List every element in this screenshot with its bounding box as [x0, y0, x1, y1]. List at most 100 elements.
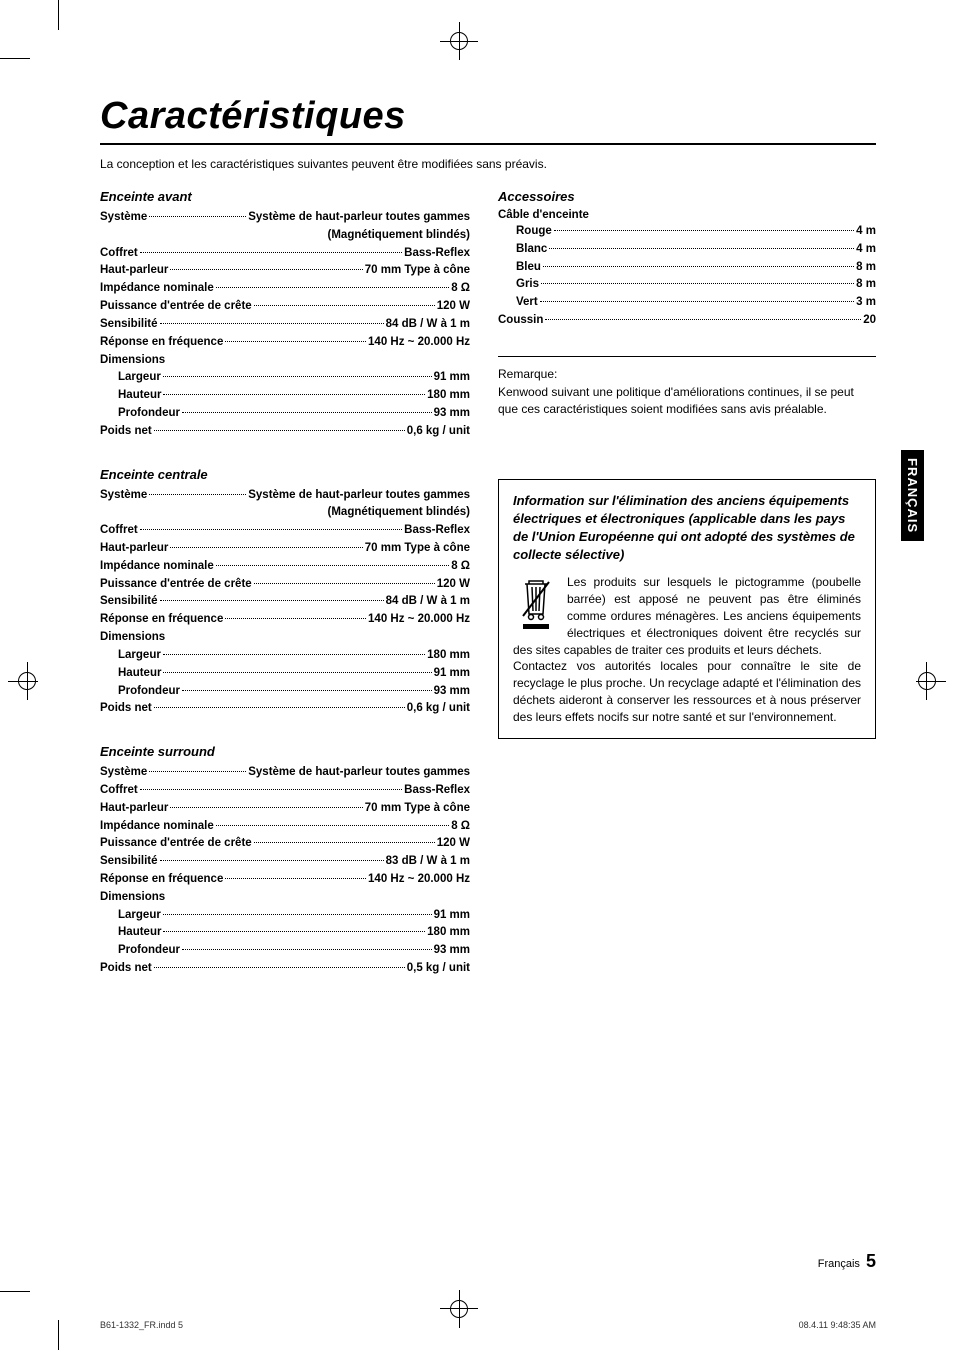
spec-label: Sensibilité	[100, 316, 158, 334]
weee-body-1: Les produits sur lesquels le pictogramme…	[513, 575, 861, 656]
spec-value: 0,6 kg / unit	[407, 423, 470, 441]
spec-dots	[254, 305, 435, 306]
spec-dots	[170, 807, 362, 808]
spec-value: 140 Hz ~ 20.000 Hz	[368, 871, 470, 889]
spec-label: Gris	[516, 276, 539, 294]
spec-header: Dimensions	[100, 352, 470, 370]
spec-label: Système	[100, 764, 147, 782]
page-title: Caractéristiques	[100, 95, 876, 138]
spec-dots	[216, 565, 449, 566]
spec-line: Largeur91 mm	[100, 369, 470, 387]
spec-value: Système de haut-parleur toutes gammes	[248, 209, 470, 227]
spec-value: 93 mm	[434, 942, 470, 960]
spec-value: 91 mm	[434, 665, 470, 683]
spec-line: (Magnétiquement blindés)	[100, 227, 470, 245]
divider	[498, 356, 876, 357]
spec-line: Système Système de haut-parleur toutes ga…	[100, 764, 470, 782]
spec-value: Bass-Reflex	[404, 245, 470, 263]
page-footer: Français 5	[818, 1251, 876, 1272]
spec-dots	[216, 287, 449, 288]
spec-list: SystèmeSystème de haut-parleur toutes ga…	[100, 209, 470, 441]
spec-line: Réponse en fréquence140 Hz ~ 20.000 Hz	[100, 611, 470, 629]
spec-line: Puissance d'entrée de crête 120 W	[100, 835, 470, 853]
weee-content: Les produits sur lesquels le pictogramme…	[513, 574, 861, 725]
spec-label: Système	[100, 487, 147, 505]
spec-line: Puissance d'entrée de crête120 W	[100, 298, 470, 316]
spec-dots	[182, 690, 432, 691]
sub-title: Câble d'enceinte	[498, 209, 876, 221]
print-footer-left: B61-1332_FR.indd 5	[100, 1320, 183, 1330]
spec-dots	[170, 269, 362, 270]
spec-label: Bleu	[516, 259, 541, 277]
spec-dots	[225, 341, 366, 342]
spec-line: Profondeur 93 mm	[100, 405, 470, 423]
spec-dots	[154, 707, 405, 708]
spec-value: 0,5 kg / unit	[407, 960, 470, 978]
weee-box: Information sur l'élimination des ancien…	[498, 479, 876, 739]
weee-body-2: Contactez vos autorités locales pour con…	[513, 659, 861, 723]
spec-dots	[140, 252, 402, 253]
spec-label: Vert	[516, 294, 538, 312]
spec-value: 93 mm	[434, 405, 470, 423]
spec-dots	[149, 494, 246, 495]
spec-dots	[182, 949, 432, 950]
spec-line: Gris8 m	[498, 276, 876, 294]
spec-value: 84 dB / W à 1 m	[386, 316, 470, 334]
spec-dots	[216, 825, 449, 826]
section-center: Enceinte centrale SystèmeSystème de haut…	[100, 467, 470, 719]
spec-line: Réponse en fréquence140 Hz ~ 20.000 Hz	[100, 334, 470, 352]
spec-label: Hauteur	[118, 924, 161, 942]
spec-value: 84 dB / W à 1 m	[386, 593, 470, 611]
spec-dots	[163, 376, 432, 377]
spec-dots	[149, 771, 246, 772]
crop-mark	[440, 1308, 478, 1309]
spec-value: 20	[863, 312, 876, 330]
spec-label: Réponse en fréquence	[100, 334, 223, 352]
spec-line: Coffret Bass-Reflex	[100, 522, 470, 540]
spec-line: Sensibilité83 dB / W à 1 m	[100, 853, 470, 871]
spec-line: Largeur 91 mm	[100, 907, 470, 925]
spec-value: 70 mm Type à cône	[365, 540, 470, 558]
spec-label: Profondeur	[118, 405, 180, 423]
right-column: Accessoires Câble d'enceinte Rouge4 mBla…	[498, 189, 876, 1004]
spec-label: Coffret	[100, 522, 138, 540]
spec-value: 70 mm Type à cône	[365, 262, 470, 280]
spec-value: 8 m	[856, 259, 876, 277]
spec-value: Système de haut-parleur toutes gammes	[248, 487, 470, 505]
spec-line: Hauteur 180 mm	[100, 924, 470, 942]
spec-label: Blanc	[516, 241, 547, 259]
spec-line: Haut-parleur70 mm Type à cône	[100, 262, 470, 280]
spec-value: 140 Hz ~ 20.000 Hz	[368, 611, 470, 629]
spec-dots	[170, 547, 362, 548]
spec-label: Largeur	[118, 907, 161, 925]
spec-line: Vert3 m	[498, 294, 876, 312]
spec-label: Puissance d'entrée de crête	[100, 835, 252, 853]
spec-value: 180 mm	[427, 924, 470, 942]
spec-label: Impédance nominale	[100, 558, 214, 576]
spec-dots	[160, 600, 384, 601]
section-accessories: Accessoires Câble d'enceinte Rouge4 mBla…	[498, 189, 876, 330]
spec-label: Poids net	[100, 423, 152, 441]
spec-value: 91 mm	[434, 907, 470, 925]
page-content: Caractéristiques La conception et les ca…	[100, 95, 876, 1290]
spec-line: Profondeur93 mm	[100, 942, 470, 960]
remark-body: Kenwood suivant une politique d'améliora…	[498, 384, 876, 419]
spec-dots	[540, 301, 854, 302]
spec-label: Haut-parleur	[100, 800, 168, 818]
spec-line: Impédance nominale8 Ω	[100, 558, 470, 576]
spec-line: SystèmeSystème de haut-parleur toutes ga…	[100, 209, 470, 227]
spec-label: Impédance nominale	[100, 818, 214, 836]
spec-dots	[163, 654, 425, 655]
spec-value: 120 W	[437, 298, 470, 316]
crop-mark	[916, 681, 946, 682]
intro-text: La conception et les caractéristiques su…	[100, 157, 876, 171]
spec-label: Hauteur	[118, 387, 161, 405]
spec-value: 83 dB / W à 1 m	[386, 853, 470, 871]
spec-dots	[254, 842, 435, 843]
spec-label: Puissance d'entrée de crête	[100, 576, 252, 594]
spec-header: Dimensions	[100, 629, 470, 647]
spec-value: Système de haut-parleur toutes gammes	[248, 764, 470, 782]
spec-label: Réponse en fréquence	[100, 871, 223, 889]
spec-value: Bass-Reflex	[404, 522, 470, 540]
spec-value: 120 W	[437, 835, 470, 853]
